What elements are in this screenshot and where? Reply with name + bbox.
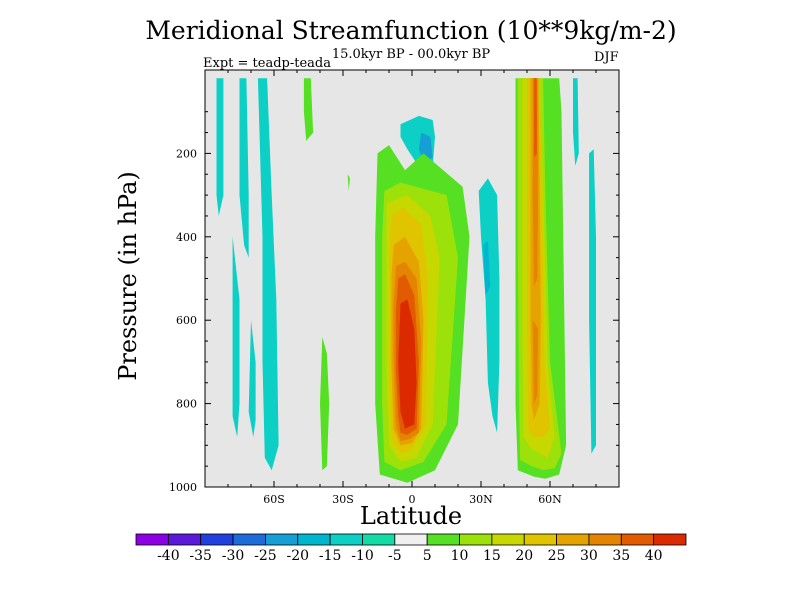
colorbar-box xyxy=(556,533,590,546)
colorbar-label: -5 xyxy=(388,548,402,564)
contour-sh-positive-small xyxy=(347,174,350,191)
contour-tropical-cell-40 xyxy=(398,299,417,429)
contour-nh-polar-band xyxy=(573,78,579,166)
colorbar-box xyxy=(200,533,234,546)
colorbar-label: -35 xyxy=(189,548,212,564)
colorbar-box xyxy=(588,533,622,546)
contour-regions xyxy=(216,78,596,483)
colorbar-box xyxy=(362,533,396,546)
colorbar-label: -10 xyxy=(351,548,374,564)
y-tick-label: 400 xyxy=(176,231,197,244)
colorbar-label: 35 xyxy=(612,548,630,564)
colorbar-box xyxy=(523,533,557,546)
colorbar-label: -20 xyxy=(286,548,309,564)
colorbar-label: 15 xyxy=(483,548,501,564)
x-tick-label: 0 xyxy=(409,493,416,506)
contour-nh-subtropical-neg-core xyxy=(483,241,491,296)
colorbar-box xyxy=(426,533,460,546)
contour-sh-positive-band xyxy=(303,78,314,141)
colorbar-box xyxy=(297,533,331,546)
contour-sh-band-a xyxy=(239,78,249,258)
colorbar-label: -30 xyxy=(222,548,245,564)
y-tick-label: 200 xyxy=(176,147,197,160)
colorbar-box xyxy=(491,533,525,546)
colorbar-box xyxy=(459,533,493,546)
colorbar-box xyxy=(394,533,428,546)
season-label: DJF xyxy=(594,50,619,65)
experiment-label: Expt = teadp-teada xyxy=(203,56,331,71)
colorbar-box xyxy=(329,533,363,546)
x-tick-label: 60N xyxy=(538,493,562,506)
colorbar-box xyxy=(653,533,687,546)
colorbar-label: 5 xyxy=(423,548,432,564)
plot-area: 60S 30S 0 30N 60N 200 400 600 800 1000 xyxy=(169,69,620,506)
contour-sh-positive-mid xyxy=(320,336,330,471)
contour-nh-subtropical-neg xyxy=(478,178,500,433)
x-tick-label: 30N xyxy=(469,493,493,506)
colorbar-label: -15 xyxy=(319,548,342,564)
colorbar-label: 10 xyxy=(451,548,469,564)
chart-title: Meridional Streamfunction (10**9kg/m-2) xyxy=(145,16,677,45)
colorbar-label: 20 xyxy=(515,548,533,564)
colorbar-box xyxy=(620,533,655,546)
colorbar-label: -25 xyxy=(254,548,277,564)
contour-nh-polar-band-b xyxy=(589,149,596,454)
colorbar-label: 40 xyxy=(645,548,663,564)
x-tick-label: 30S xyxy=(332,493,354,506)
colorbar-box xyxy=(265,533,299,546)
contour-sh-polar-band xyxy=(216,78,224,216)
contour-sh-band-b xyxy=(257,78,279,471)
colorbar-label: 30 xyxy=(580,548,598,564)
contour-sh-band-d xyxy=(248,320,256,437)
contour-sh-band-c xyxy=(232,236,240,437)
chart-subtitle: 15.0kyr BP - 00.0kyr BP xyxy=(331,47,491,62)
colorbar-box xyxy=(232,533,266,546)
contour-tropical-upper-core xyxy=(418,132,433,162)
colorbar-label: -40 xyxy=(157,548,180,564)
y-tick-label: 1000 xyxy=(169,481,197,494)
colorbar-box xyxy=(135,533,169,546)
x-tick-label: 60S xyxy=(263,493,285,506)
contour-nh-band-30b xyxy=(532,320,538,404)
axis-ticks: 60S 30S 0 30N 60N 200 400 600 800 1000 xyxy=(169,70,620,506)
colorbar-box xyxy=(167,533,202,546)
y-tick-label: 800 xyxy=(176,398,197,411)
contour-nh-band-35 xyxy=(533,78,537,158)
colorbar: -40 -35 -30 -25 -20 -15 -10 -5 5 10 15 20 25 30 35 40 xyxy=(135,533,687,564)
y-tick-label: 600 xyxy=(176,314,197,327)
colorbar-label: 25 xyxy=(548,548,566,564)
x-axis-label: Latitude xyxy=(359,502,463,530)
